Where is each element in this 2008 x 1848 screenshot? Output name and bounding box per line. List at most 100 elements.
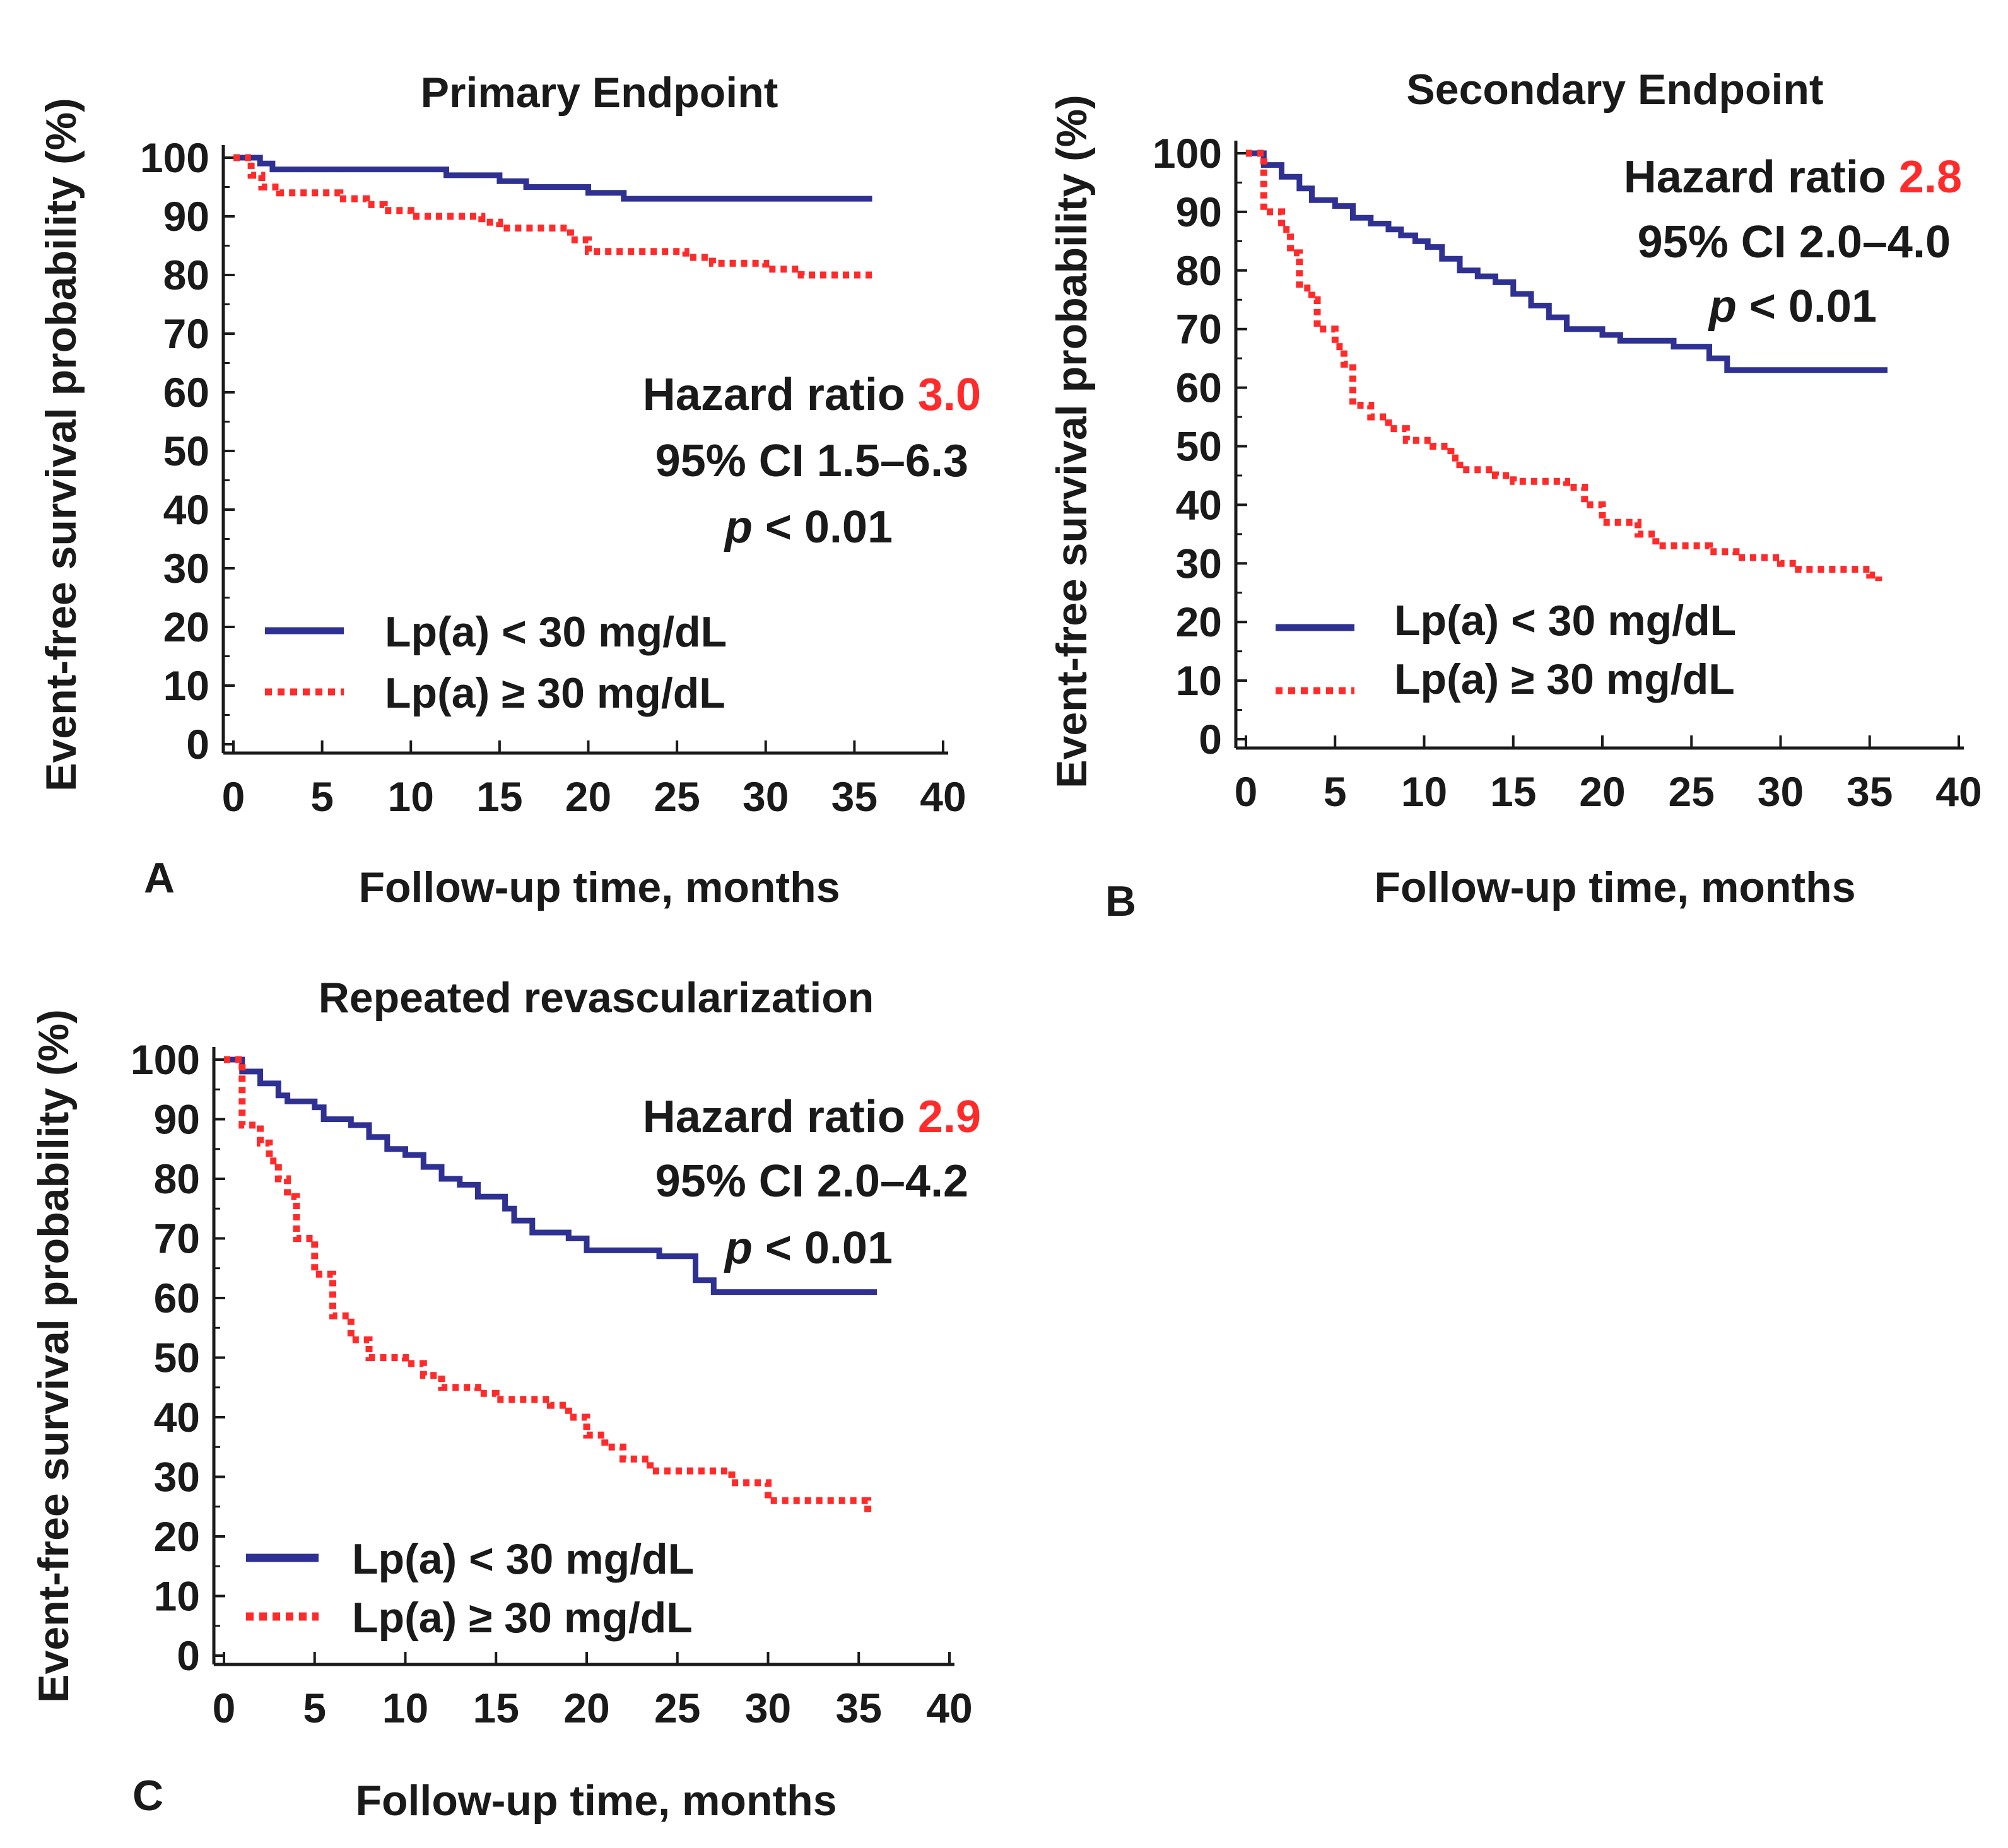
p-value: p < 0.01 xyxy=(724,502,893,553)
x-tick-label: 30 xyxy=(1758,768,1804,815)
series-line-lpa-high xyxy=(233,154,872,279)
x-tick-label: 40 xyxy=(926,1685,972,1731)
x-tick-label: 10 xyxy=(388,773,434,820)
x-tick-label: 35 xyxy=(836,1685,882,1731)
y-axis-label: Event-free survival probability (%) xyxy=(1048,95,1096,788)
hazard-ratio: Hazard ratio 2.9 xyxy=(643,1092,981,1142)
x-tick-label: 30 xyxy=(745,1685,791,1731)
y-tick-label: 0 xyxy=(186,721,209,768)
hazard-ratio-label: Hazard ratio xyxy=(643,370,905,420)
hazard-ratio-label: Hazard ratio xyxy=(1624,152,1886,202)
legend-entry-low: Lp(a) < 30 mg/dL xyxy=(352,1535,694,1583)
x-tick-label: 40 xyxy=(920,773,966,820)
x-tick-label: 5 xyxy=(1324,768,1347,815)
panel-label: B xyxy=(1105,877,1136,925)
x-tick-label: 15 xyxy=(473,1685,519,1731)
hazard-ratio: Hazard ratio 2.8 xyxy=(1624,152,1962,202)
x-axis-label: Follow-up time, months xyxy=(355,1777,837,1825)
y-tick-label: 100 xyxy=(140,134,209,181)
confidence-interval: 95% CI 1.5–6.3 xyxy=(655,436,968,486)
x-tick-label: 25 xyxy=(654,1685,700,1731)
series-line-lpa-low xyxy=(224,1056,877,1295)
y-tick-label: 80 xyxy=(154,1155,200,1202)
y-tick-label: 10 xyxy=(154,1573,200,1620)
series-line-lpa-high xyxy=(1246,149,1882,582)
legend-entry-high: Lp(a) ≥ 30 mg/dL xyxy=(352,1594,693,1642)
x-tick-label: 35 xyxy=(1847,768,1893,815)
y-tick-label: 100 xyxy=(131,1036,200,1083)
p-value-text: < 0.01 xyxy=(765,502,893,553)
x-tick-label: 40 xyxy=(1935,768,1982,815)
hazard-ratio-value: 2.8 xyxy=(1899,152,1962,202)
legend-entry-low: Lp(a) < 30 mg/dL xyxy=(385,608,727,656)
y-tick-label: 30 xyxy=(163,545,209,592)
confidence-interval: 95% CI 2.0–4.2 xyxy=(655,1156,968,1207)
y-tick-label: 50 xyxy=(1176,423,1222,470)
chart-title: Secondary Endpoint xyxy=(1406,66,1823,114)
x-axis-label: Follow-up time, months xyxy=(1374,863,1855,911)
p-symbol: p xyxy=(1708,281,1737,332)
y-tick-label: 70 xyxy=(154,1215,200,1262)
p-value-text: < 0.01 xyxy=(1749,281,1877,332)
x-tick-label: 15 xyxy=(1490,768,1536,815)
legend-entry-low: Lp(a) < 30 mg/dL xyxy=(1394,597,1736,645)
y-axis-label: Event-free survival probability (%) xyxy=(37,98,85,792)
x-tick-label: 5 xyxy=(303,1685,326,1731)
y-tick-label: 0 xyxy=(177,1632,200,1679)
y-tick-label: 50 xyxy=(154,1335,200,1381)
x-tick-label: 0 xyxy=(222,773,245,820)
y-tick-label: 60 xyxy=(154,1275,200,1321)
chart-title: Primary Endpoint xyxy=(421,69,778,117)
y-tick-label: 80 xyxy=(1176,247,1222,294)
x-axis-label: Follow-up time, months xyxy=(358,863,840,911)
y-tick-label: 70 xyxy=(1176,306,1222,353)
x-tick-label: 0 xyxy=(1235,768,1258,815)
plot-area: 0 10 20 30 40 50 60 70 80 90 100 0 5 10 15 20 25 30 35 40 xyxy=(131,1036,973,1731)
y-tick-label: 30 xyxy=(154,1454,200,1500)
plot-area: 0 10 20 30 40 50 60 70 80 90 100 0 5 10 15 20 25 30 35 40 xyxy=(140,134,966,820)
panel-a-primary-endpoint: 0 10 20 30 40 50 60 70 80 90 100 0 5 10 15 20 25 30 35 40 P… xyxy=(37,69,981,911)
x-tick-label: 0 xyxy=(213,1685,236,1731)
legend-entry-high: Lp(a) ≥ 30 mg/dL xyxy=(1394,655,1735,703)
panel-label: A xyxy=(144,854,175,902)
panel-label: C xyxy=(132,1772,163,1820)
x-tick-label: 30 xyxy=(743,773,789,820)
series-line-lpa-high xyxy=(224,1056,872,1513)
x-tick-label: 25 xyxy=(654,773,700,820)
confidence-interval: 95% CI 2.0–4.0 xyxy=(1638,217,1951,267)
chart-title: Repeated revascularization xyxy=(319,974,874,1022)
y-tick-label: 0 xyxy=(1199,716,1222,763)
x-tick-label: 15 xyxy=(476,773,522,820)
y-tick-label: 20 xyxy=(1176,599,1222,645)
y-tick-label: 60 xyxy=(163,369,209,416)
x-tick-label: 10 xyxy=(382,1685,428,1731)
y-tick-label: 50 xyxy=(163,428,209,474)
series-line-lpa-low xyxy=(233,155,872,202)
y-tick-label: 70 xyxy=(163,310,209,357)
hazard-ratio: Hazard ratio 3.0 xyxy=(643,370,981,420)
y-axis-label: Event-free survival probability (%) xyxy=(30,1009,78,1703)
x-tick-label: 20 xyxy=(1579,768,1625,815)
y-tick-label: 20 xyxy=(154,1513,200,1560)
y-tick-label: 20 xyxy=(163,604,209,650)
legend-entry-high: Lp(a) ≥ 30 mg/dL xyxy=(385,669,725,717)
p-symbol: p xyxy=(724,502,753,553)
x-tick-label: 25 xyxy=(1669,768,1715,815)
x-tick-label: 20 xyxy=(563,1685,609,1731)
y-tick-label: 40 xyxy=(163,486,209,533)
p-value: p < 0.01 xyxy=(724,1223,893,1273)
y-tick-label: 90 xyxy=(1176,189,1222,235)
plot-area: 0 10 20 30 40 50 60 70 80 90 100 0 5 10 15 20 25 30 35 40 xyxy=(1153,130,1982,815)
y-tick-label: 40 xyxy=(1176,481,1222,528)
y-tick-label: 100 xyxy=(1153,130,1222,177)
y-tick-label: 30 xyxy=(1176,540,1222,587)
y-tick-label: 90 xyxy=(163,193,209,240)
p-value-text: < 0.01 xyxy=(765,1223,893,1273)
x-tick-label: 5 xyxy=(310,773,334,820)
y-tick-label: 60 xyxy=(1176,365,1222,411)
y-tick-label: 10 xyxy=(1176,657,1222,704)
y-tick-label: 90 xyxy=(154,1096,200,1143)
x-tick-label: 10 xyxy=(1401,768,1447,815)
p-value: p < 0.01 xyxy=(1708,281,1877,332)
